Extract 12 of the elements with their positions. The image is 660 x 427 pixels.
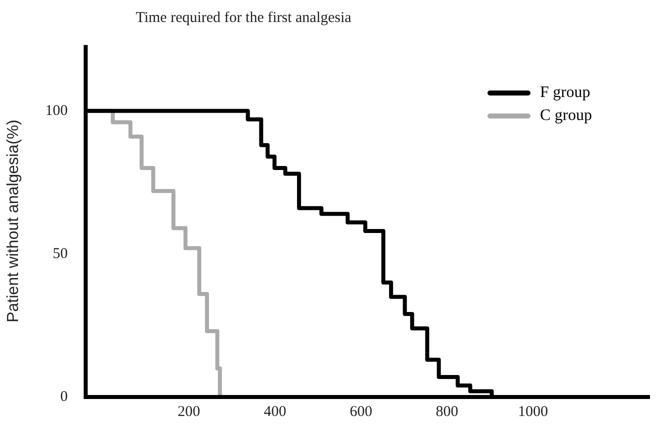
x-tick-label: 600 [350,404,372,420]
chart-title: Time required for the first analgesia [136,10,352,26]
y-tick-label: 100 [45,102,68,119]
y-axis-title: Patient without analgesia(%) [5,120,22,322]
y-tick-label: 50 [52,246,68,262]
y-tick-label: 0 [60,388,68,405]
x-tick-label: 1000 [518,404,548,420]
legend-label: F group [540,84,590,102]
x-tick-label: 400 [264,404,286,420]
x-tick-label: 800 [436,404,458,420]
legend-label: C group [540,107,592,124]
x-tick-label: 200 [178,404,200,420]
